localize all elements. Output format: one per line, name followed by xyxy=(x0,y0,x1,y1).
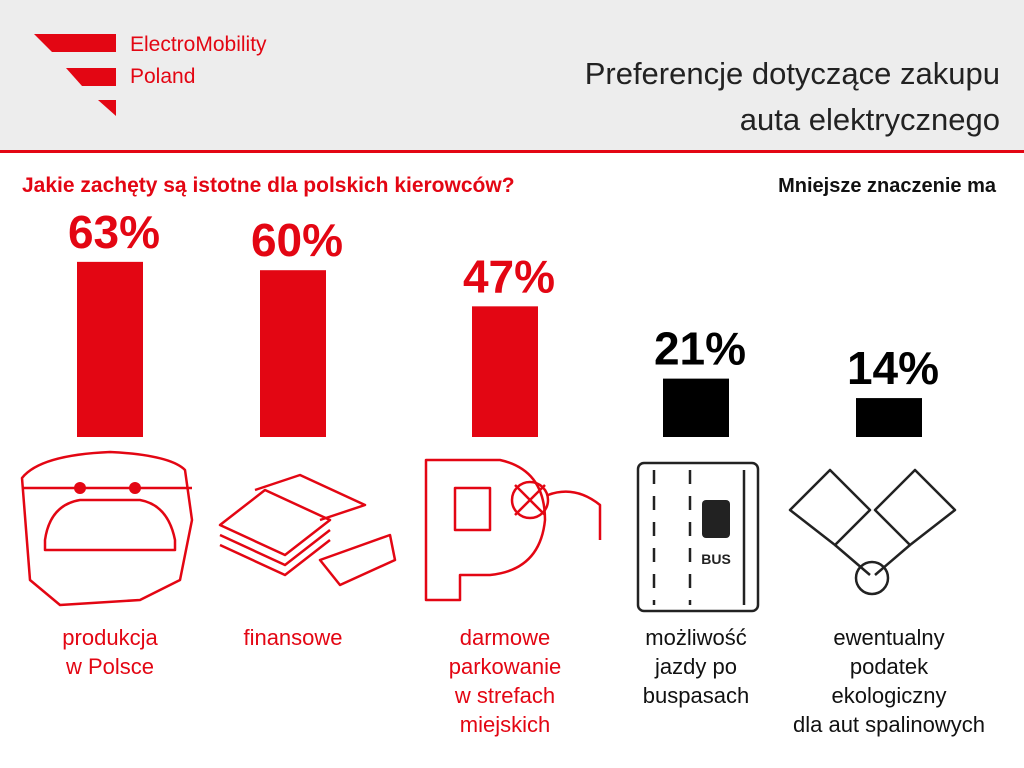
chart-title: auta elektrycznego xyxy=(740,102,1000,137)
value-label: 60% xyxy=(251,214,343,266)
icon-parking xyxy=(424,458,602,602)
bar xyxy=(260,270,326,437)
annotation: Mniejsze znaczenie ma xyxy=(778,175,997,197)
icon-car xyxy=(20,450,194,607)
value-label: 14% xyxy=(847,342,939,394)
category-label: ekologiczny xyxy=(832,683,947,708)
value-label: 63% xyxy=(68,206,160,258)
value-label: 21% xyxy=(654,323,746,375)
category-label: buspasach xyxy=(643,683,749,708)
icon-engine xyxy=(788,468,957,596)
brand-name: ElectroMobility xyxy=(130,33,267,56)
icon-bus-lane: BUS xyxy=(636,461,760,613)
category-label: jazdy po xyxy=(654,654,737,679)
chart-title: Preferencje dotyczące zakupu xyxy=(585,56,1000,91)
category-label: parkowanie xyxy=(449,654,562,679)
category-label: w strefach xyxy=(454,683,555,708)
icon-money xyxy=(218,473,397,587)
value-label: 47% xyxy=(463,250,555,302)
bar xyxy=(77,261,143,437)
bar xyxy=(856,398,922,437)
category-label: finansowe xyxy=(243,625,342,650)
header-band xyxy=(0,0,1024,150)
category-label: podatek xyxy=(850,654,929,679)
category-label: darmowe xyxy=(460,625,550,650)
bar xyxy=(472,306,538,437)
header-rule xyxy=(0,150,1024,153)
category-label: produkcja xyxy=(62,625,158,650)
category-label: w Polsce xyxy=(65,654,154,679)
bar xyxy=(663,378,729,437)
category-label: dla aut spalinowych xyxy=(793,712,985,737)
category-label: ewentualny xyxy=(833,625,944,650)
category-label: możliwość xyxy=(645,625,746,650)
category-label: miejskich xyxy=(460,712,550,737)
brand-name: Poland xyxy=(130,65,195,88)
svg-text:BUS: BUS xyxy=(701,551,731,567)
chart-subtitle: Jakie zachęty są istotne dla polskich ki… xyxy=(22,174,515,197)
logo xyxy=(34,34,116,116)
